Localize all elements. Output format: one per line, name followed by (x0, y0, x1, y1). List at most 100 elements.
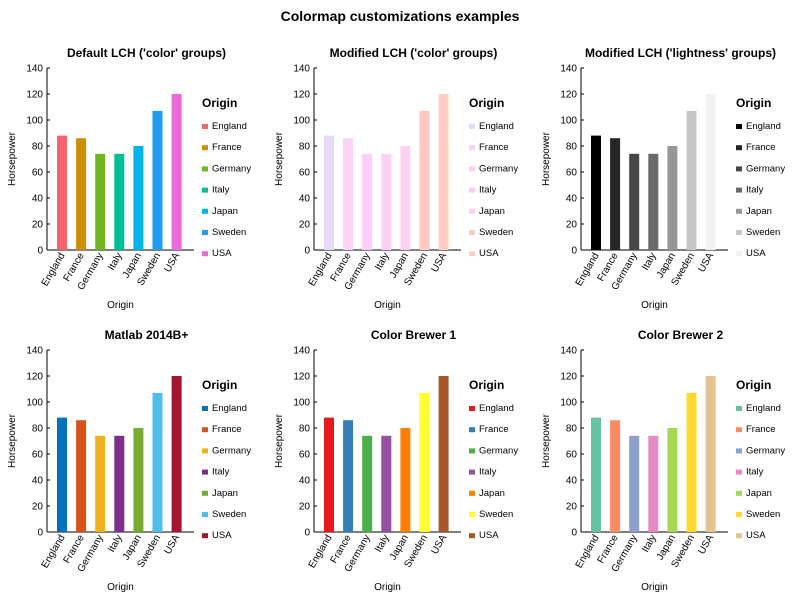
y-tick-label: 60 (566, 168, 578, 179)
legend-swatch (202, 469, 208, 475)
legend-swatch (469, 406, 475, 411)
legend-swatch (736, 208, 742, 214)
y-tick-label: 40 (566, 476, 578, 487)
legend-swatch (469, 512, 475, 517)
x-tick-label: USA (162, 533, 182, 557)
legend-swatch (469, 166, 475, 172)
legend-swatch (202, 251, 208, 257)
legend-swatch (736, 124, 742, 129)
y-tick-label: 20 (299, 502, 311, 513)
legend-label: Germany (746, 163, 785, 174)
chart-panel-3: Modified LCH ('lightness' groups) 0 20 40 60… (541, 46, 785, 311)
legend-label: England (212, 403, 247, 414)
y-tick-label: 100 (560, 398, 577, 409)
legend-label: Italy (746, 467, 764, 478)
y-tick-label: 20 (566, 220, 578, 231)
bar-france (343, 420, 354, 532)
legend-swatch (202, 490, 208, 496)
legend-label: Italy (212, 467, 230, 478)
y-axis-label: Horsepower (541, 413, 552, 468)
legend-swatch (736, 251, 742, 257)
bar-england (57, 417, 67, 532)
y-tick-label: 60 (566, 450, 578, 461)
legend-swatch (202, 512, 208, 517)
bar-italy (114, 153, 125, 250)
y-tick-label: 20 (32, 502, 44, 513)
legend-label: France (212, 142, 242, 153)
chart-title: Matlab 2014B+ (105, 328, 189, 342)
y-tick-label: 80 (299, 142, 311, 153)
legend-swatch (469, 230, 475, 235)
y-tick-label: 80 (32, 424, 44, 435)
y-tick-label: 80 (566, 142, 578, 153)
legend-swatch (202, 208, 208, 214)
x-axis-label: Origin (107, 300, 134, 311)
y-tick-label: 120 (26, 90, 43, 101)
bar-italy (648, 435, 659, 532)
x-tick-label: Italy (106, 251, 125, 272)
legend-label: USA (746, 248, 766, 259)
bar-germany (95, 435, 106, 532)
legend-swatch (736, 406, 742, 411)
legend-swatch (736, 448, 742, 454)
legend-label: Germany (479, 445, 518, 456)
y-tick-label: 140 (293, 64, 310, 75)
y-tick-label: 100 (26, 398, 43, 409)
legend-label: France (212, 424, 242, 435)
bar-sweden (152, 110, 163, 251)
legend-swatch (202, 187, 208, 193)
y-tick-label: 0 (37, 246, 43, 257)
y-tick-label: 60 (32, 450, 44, 461)
legend-swatch (202, 230, 208, 235)
y-tick-label: 100 (293, 116, 310, 127)
y-tick-label: 20 (299, 220, 311, 231)
figure-title: Colormap customizations examples (280, 8, 520, 24)
legend-swatch (736, 490, 742, 496)
y-axis-label: Horsepower (7, 131, 18, 186)
y-tick-label: 20 (32, 220, 44, 231)
legend-label: USA (479, 248, 499, 259)
x-axis-label: Origin (641, 300, 668, 311)
legend-swatch (202, 427, 208, 433)
legend-label: England (479, 403, 514, 414)
bar-germany (95, 153, 106, 250)
legend-label: Sweden (212, 227, 246, 238)
y-tick-label: 60 (299, 450, 311, 461)
chart-panel-4: Matlab 2014B+ 0 20 40 60 80 100 120 140 Horsepowe… (7, 328, 251, 593)
bar-france (76, 420, 87, 532)
y-tick-label: 140 (560, 64, 577, 75)
x-tick-label: Italy (373, 533, 392, 554)
bar-france (610, 138, 621, 250)
legend-title: Origin (469, 96, 504, 110)
y-axis-label: Horsepower (541, 131, 552, 186)
legend-swatch (736, 533, 742, 539)
y-tick-label: 120 (293, 372, 310, 383)
legend-swatch (469, 124, 475, 129)
y-tick-label: 80 (299, 424, 311, 435)
bar-usa (705, 376, 716, 532)
legend-label: England (746, 403, 781, 414)
legend-label: England (746, 121, 781, 132)
y-tick-label: 0 (304, 528, 310, 539)
legend-label: Japan (479, 488, 505, 499)
y-tick-label: 0 (304, 246, 310, 257)
legend-label: Japan (746, 488, 772, 499)
x-tick-label: England (307, 251, 335, 288)
bar-germany (362, 153, 373, 250)
x-tick-label: Italy (640, 533, 659, 554)
legend-swatch (202, 145, 208, 151)
bar-usa (171, 376, 182, 532)
legend-label: Italy (479, 185, 497, 196)
chart-title: Default LCH ('color' groups) (67, 46, 226, 60)
x-tick-label: Italy (373, 251, 392, 272)
legend-title: Origin (736, 96, 771, 110)
legend-label: Italy (479, 467, 497, 478)
bar-england (324, 417, 334, 532)
legend-label: Germany (746, 445, 785, 456)
x-tick-label: England (574, 251, 602, 288)
x-tick-label: USA (162, 251, 182, 275)
legend-swatch (202, 124, 208, 129)
y-tick-label: 100 (560, 116, 577, 127)
legend-swatch (202, 166, 208, 172)
